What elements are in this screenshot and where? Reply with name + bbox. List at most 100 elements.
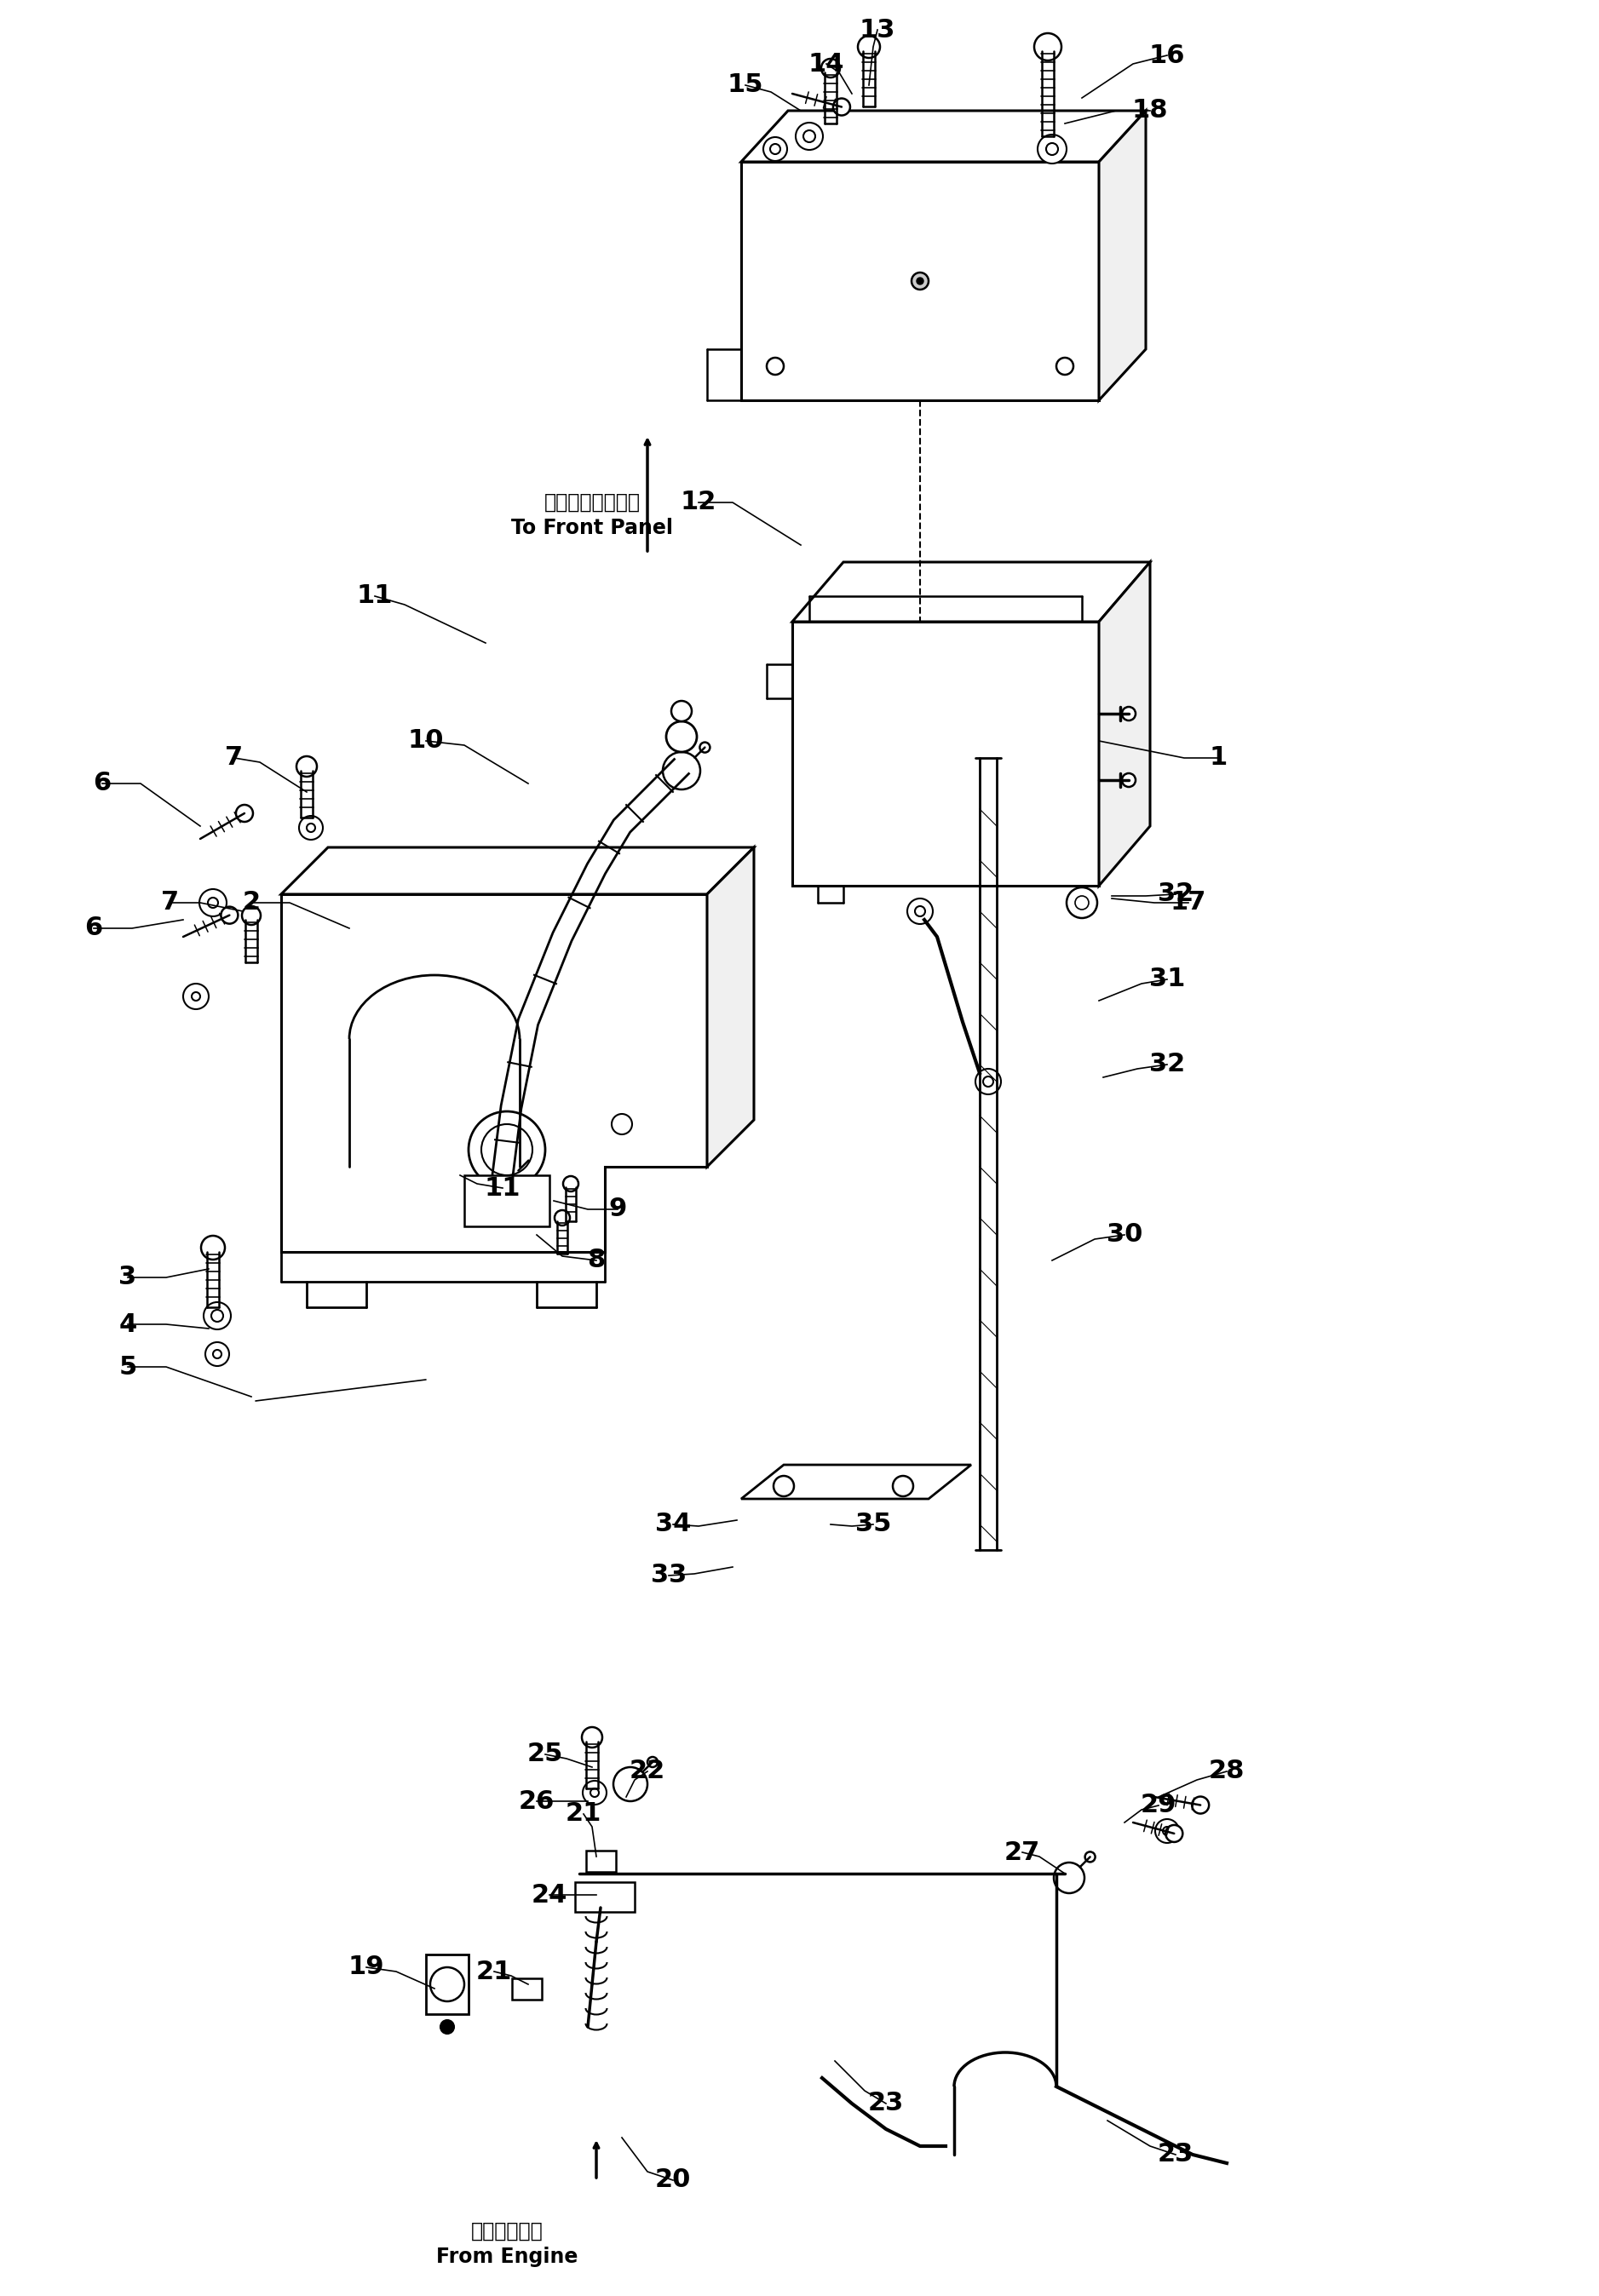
Circle shape [440,2020,454,2034]
Circle shape [1054,1862,1084,1894]
Circle shape [523,1155,534,1166]
Circle shape [1122,774,1135,788]
Text: 23: 23 [1158,2142,1193,2167]
Circle shape [486,1164,524,1203]
Text: 22: 22 [630,1759,665,1784]
Circle shape [672,700,692,721]
Text: 6: 6 [85,916,102,941]
Polygon shape [742,1465,971,1499]
Text: 24: 24 [531,1883,568,1908]
Circle shape [1035,32,1062,60]
Text: 16: 16 [1150,44,1185,67]
Circle shape [211,1309,224,1322]
Text: 35: 35 [855,1513,891,1536]
Circle shape [241,907,261,925]
Circle shape [582,1782,606,1805]
Circle shape [612,1114,632,1134]
Text: 3: 3 [118,1265,138,1290]
Text: 10: 10 [408,728,445,753]
Circle shape [1162,1828,1172,1835]
Circle shape [796,122,823,149]
Bar [464,1176,550,1226]
Bar [587,1851,616,1871]
Bar [576,1883,635,1913]
Circle shape [1166,1825,1183,1841]
Circle shape [201,1235,225,1261]
Text: 4: 4 [118,1311,138,1336]
Circle shape [237,806,253,822]
Circle shape [192,992,200,1001]
Circle shape [1191,1795,1209,1814]
Circle shape [430,1968,464,2002]
Circle shape [213,1350,222,1359]
Polygon shape [281,893,707,1251]
Text: 31: 31 [1150,967,1185,992]
Circle shape [614,1768,648,1800]
Text: 20: 20 [656,2167,691,2193]
Circle shape [662,753,700,790]
Circle shape [1046,142,1059,156]
Text: フロントパネルへ: フロントパネルへ [544,491,640,512]
Text: 19: 19 [349,1954,384,1979]
Polygon shape [742,110,1146,161]
Circle shape [221,907,238,923]
Text: 29: 29 [1140,1793,1177,1818]
Text: エンジンから: エンジンから [470,2220,544,2241]
Polygon shape [1099,563,1150,886]
Circle shape [763,138,787,161]
Text: 17: 17 [1170,891,1206,916]
Circle shape [766,358,784,374]
Circle shape [648,1756,657,1768]
Circle shape [774,1476,795,1497]
Polygon shape [792,563,1150,622]
Text: 25: 25 [528,1743,563,1766]
Circle shape [481,1125,532,1176]
Circle shape [1038,135,1067,163]
Circle shape [208,898,217,907]
Text: 26: 26 [518,1789,555,1814]
Bar [742,161,1099,400]
Text: 1: 1 [1209,746,1228,769]
Circle shape [833,99,851,115]
Circle shape [307,824,315,831]
Text: 7: 7 [225,746,243,769]
Text: 30: 30 [1107,1221,1143,1247]
Circle shape [907,898,932,923]
Text: 32: 32 [1150,1052,1185,1077]
Text: 11: 11 [484,1176,521,1201]
Text: 27: 27 [1004,1839,1041,1864]
Circle shape [983,1077,993,1086]
Text: 15: 15 [728,73,763,96]
Circle shape [803,131,815,142]
Circle shape [296,755,317,776]
Circle shape [975,1070,1001,1095]
Circle shape [1122,707,1135,721]
Circle shape [1057,358,1073,374]
Text: 14: 14 [807,51,844,76]
Text: 23: 23 [868,2092,903,2117]
Circle shape [915,907,926,916]
Circle shape [911,273,929,289]
Circle shape [299,815,323,840]
Text: From Engine: From Engine [437,2245,577,2266]
Circle shape [555,1210,569,1226]
Text: 8: 8 [587,1249,606,1272]
Text: 13: 13 [859,18,895,41]
Text: 2: 2 [243,891,261,916]
Text: 12: 12 [681,489,716,514]
Circle shape [1086,1853,1095,1862]
Text: 11: 11 [357,583,393,608]
Circle shape [205,1343,229,1366]
Text: 6: 6 [93,771,112,797]
Circle shape [563,1176,579,1192]
Circle shape [469,1111,545,1187]
Circle shape [1067,886,1097,918]
Circle shape [700,742,710,753]
Circle shape [200,889,227,916]
Circle shape [771,145,780,154]
Bar [792,622,1099,886]
Text: 5: 5 [118,1355,138,1380]
Circle shape [822,60,839,78]
Circle shape [590,1789,600,1798]
Bar [425,1954,469,2014]
